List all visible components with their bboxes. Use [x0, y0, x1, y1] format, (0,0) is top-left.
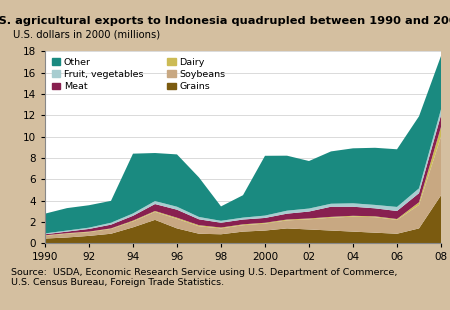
- Legend: Other, Fruit, vegetables, Meat, Dairy, Soybeans, Grains: Other, Fruit, vegetables, Meat, Dairy, S…: [50, 56, 227, 93]
- Text: U.S. agricultural exports to Indonesia quadrupled between 1990 and 2008: U.S. agricultural exports to Indonesia q…: [0, 16, 450, 26]
- Text: U.S. dollars in 2000 (millions): U.S. dollars in 2000 (millions): [14, 30, 161, 40]
- Text: Source:  USDA, Economic Research Service using U.S. Department of Commerce,
U.S.: Source: USDA, Economic Research Service …: [11, 268, 398, 287]
